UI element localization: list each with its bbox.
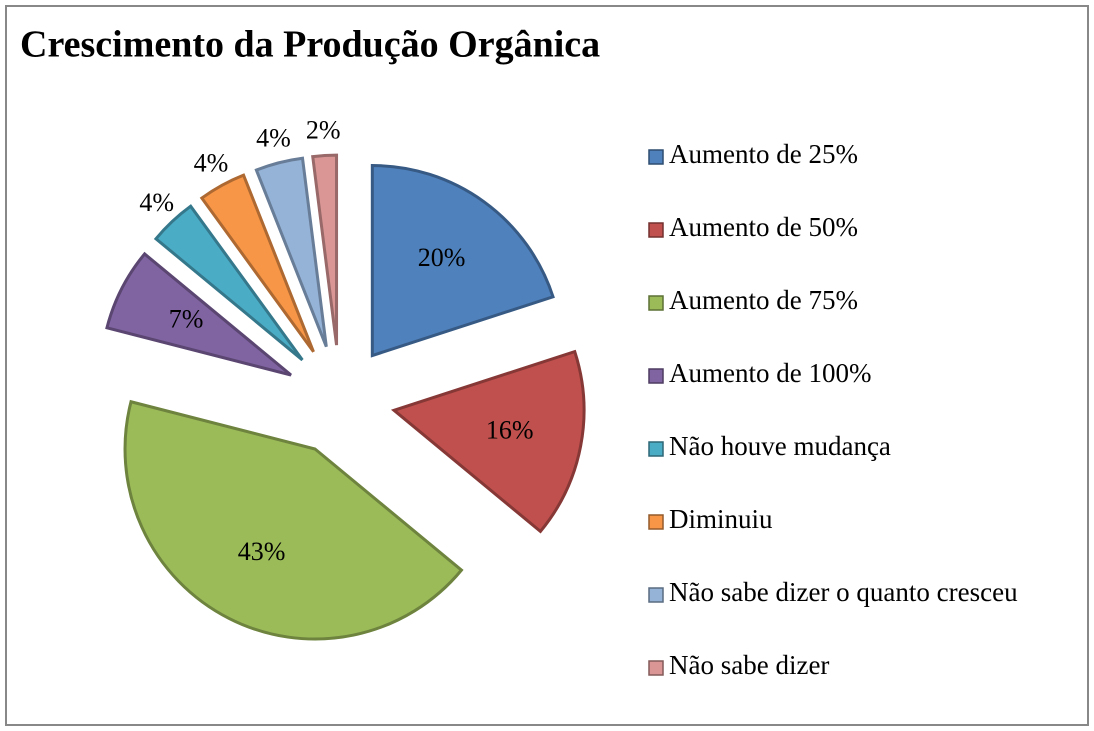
legend-marker [648, 149, 664, 165]
pie-slice [390, 349, 586, 534]
pie-slice [254, 156, 328, 348]
chart-title: Crescimento da Produção Orgânica [20, 24, 600, 66]
legend-label: Não sabe dizer o quanto cresceu [669, 577, 1018, 607]
legend-label: Aumento de 100% [669, 358, 871, 388]
legend-label: Aumento de 50% [669, 212, 858, 242]
data-label: 7% [169, 305, 204, 334]
legend-label: Aumento de 75% [669, 285, 858, 315]
pie-slice [311, 153, 339, 346]
legend-marker [648, 222, 664, 238]
pie-slice [199, 173, 315, 353]
pie-slice [370, 164, 555, 358]
legend-marker [648, 587, 664, 603]
data-label: 4% [194, 148, 229, 177]
legend-marker [648, 514, 664, 530]
legend-marker [648, 660, 664, 676]
legend-marker [648, 368, 664, 384]
legend-label: Não houve mudança [669, 431, 891, 461]
pie-slice [153, 204, 304, 362]
legend-marker [648, 295, 664, 311]
data-label: 16% [486, 415, 534, 444]
data-label: 43% [238, 537, 286, 566]
data-label: 2% [306, 116, 341, 145]
pie-slice [123, 399, 464, 641]
data-label: 20% [418, 243, 466, 272]
pie-slice [105, 251, 292, 377]
legend-marker [648, 441, 664, 457]
legend-label: Aumento de 25% [669, 139, 858, 169]
data-label: 4% [139, 188, 174, 217]
legend-label: Diminuiu [669, 504, 773, 534]
legend-label: Não sabe dizer [669, 650, 829, 680]
data-label: 4% [256, 124, 291, 153]
